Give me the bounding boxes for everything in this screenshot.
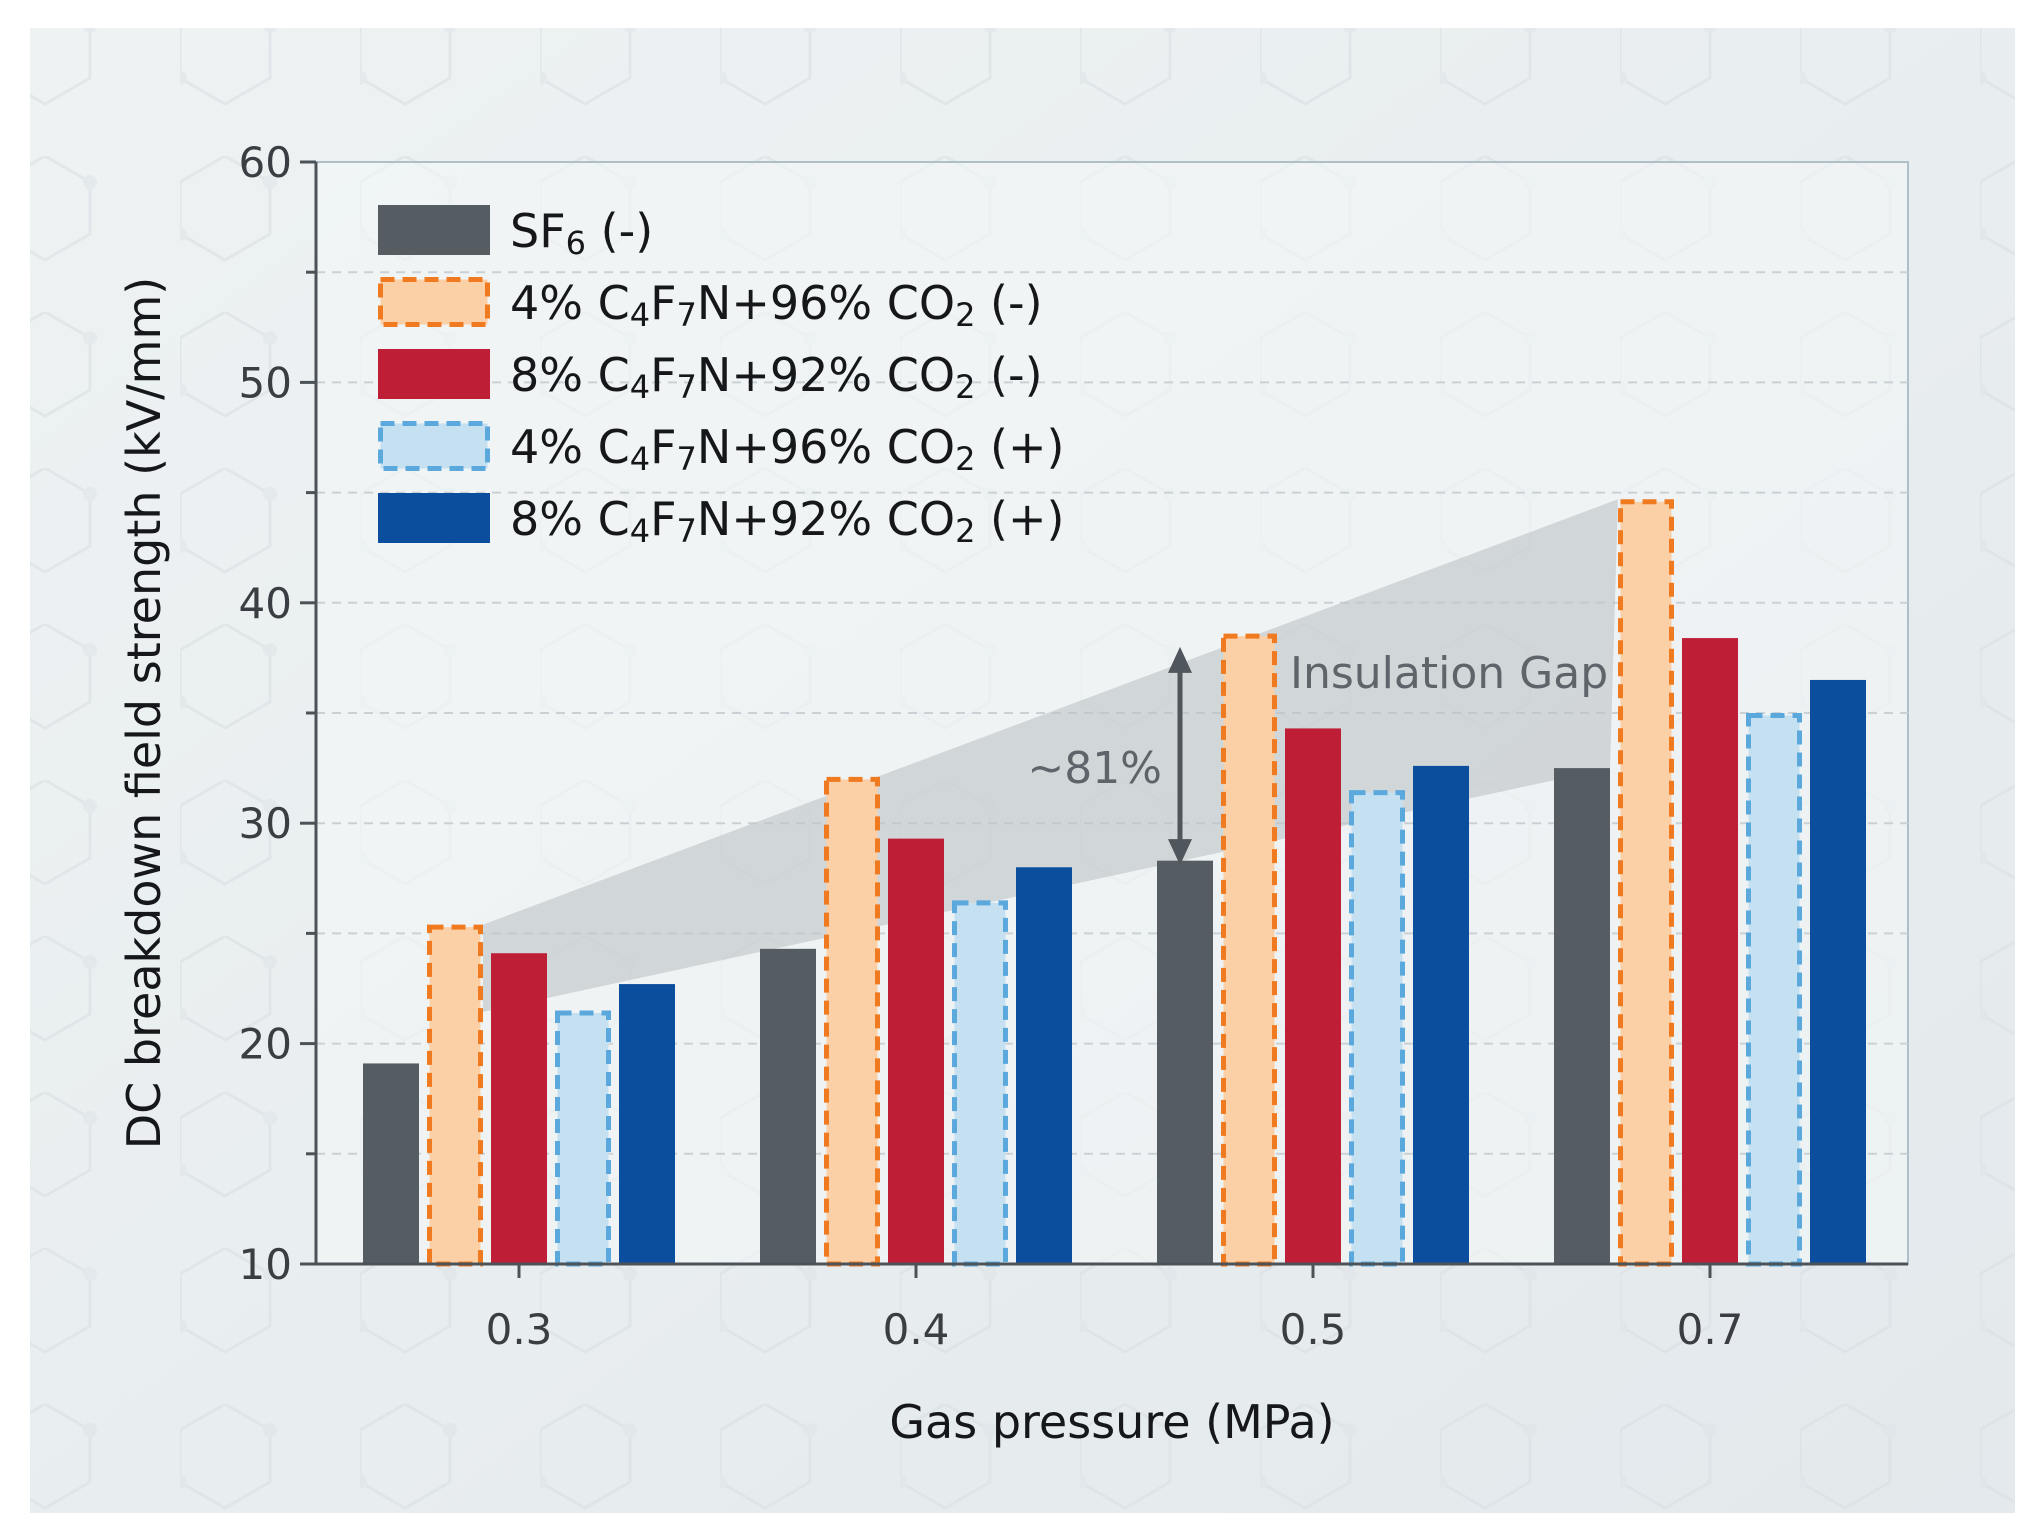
legend-swatch-3 (378, 421, 490, 471)
legend-label-2: 8% C4F7N+92% CO2 (-) (510, 348, 1043, 406)
gap-annotation (1168, 646, 1192, 866)
bar-1-3 (1618, 499, 1674, 1267)
legend-swatch-0 (378, 205, 490, 255)
legend-label-3: 4% C4F7N+96% CO2 (+) (510, 420, 1064, 478)
percent-gap-label: ~81% (1027, 743, 1162, 794)
x-axis-title: Gas pressure (MPa) (889, 1395, 1334, 1449)
legend-label-0: SF6 (-) (510, 204, 653, 262)
bar-4-1 (1016, 867, 1072, 1264)
x-tick-label: 0.4 (883, 1305, 950, 1354)
legend: SF6 (-) 4% C4F7N+96% CO2 (-) 8% C4F7N+92% … (378, 204, 1064, 550)
y-axis-ticks: 10 20 30 40 50 60 (239, 138, 316, 1289)
bar-2-2 (1285, 728, 1341, 1264)
insulation-gap-band (483, 499, 1618, 1012)
legend-label-4: 8% C4F7N+92% CO2 (+) (510, 492, 1064, 550)
x-tick-label: 0.5 (1280, 1305, 1347, 1354)
bar-0-2 (1157, 860, 1213, 1264)
gap-arrow-head-down (1168, 839, 1192, 866)
y-tick-label: 30 (239, 799, 292, 848)
bar-2-0 (491, 953, 547, 1264)
y-tick-label: 50 (239, 358, 292, 407)
bar-3-3 (1746, 713, 1802, 1267)
y-tick-label: 60 (239, 138, 292, 187)
bar-3-1 (952, 900, 1008, 1267)
y-tick-label: 40 (239, 579, 292, 628)
bar-1-1 (824, 776, 880, 1267)
bar-1-2 (1221, 633, 1277, 1267)
y-axis-title: DC breakdown field strength (kV/mm) (117, 277, 171, 1150)
bar-2-1 (888, 838, 944, 1264)
bar-3-2 (1349, 790, 1405, 1267)
bar-2-3 (1682, 638, 1738, 1264)
bar-4-2 (1413, 765, 1469, 1264)
bar-4-3 (1810, 679, 1866, 1264)
y-tick-label: 20 (239, 1020, 292, 1069)
x-axis-ticks: 0.3 0.4 0.5 0.7 (486, 1264, 1744, 1354)
x-tick-label: 0.3 (486, 1305, 553, 1354)
bar-4-0 (619, 984, 675, 1264)
legend-swatch-4 (378, 493, 490, 543)
legend-label-1: 4% C4F7N+96% CO2 (-) (510, 276, 1043, 334)
legend-swatch-2 (378, 349, 490, 399)
bar-3-0 (555, 1010, 611, 1267)
bar-0-0 (363, 1063, 419, 1264)
bar-1-0 (427, 924, 483, 1267)
x-tick-label: 0.7 (1677, 1305, 1744, 1354)
bars (363, 499, 1866, 1267)
y-tick-label: 10 (239, 1240, 292, 1289)
legend-swatch-1 (378, 277, 490, 327)
insulation-gap-label: Insulation Gap (1290, 648, 1608, 699)
bar-0-1 (760, 948, 816, 1264)
bar-0-3 (1554, 768, 1610, 1264)
gap-arrow-head-up (1168, 646, 1192, 673)
